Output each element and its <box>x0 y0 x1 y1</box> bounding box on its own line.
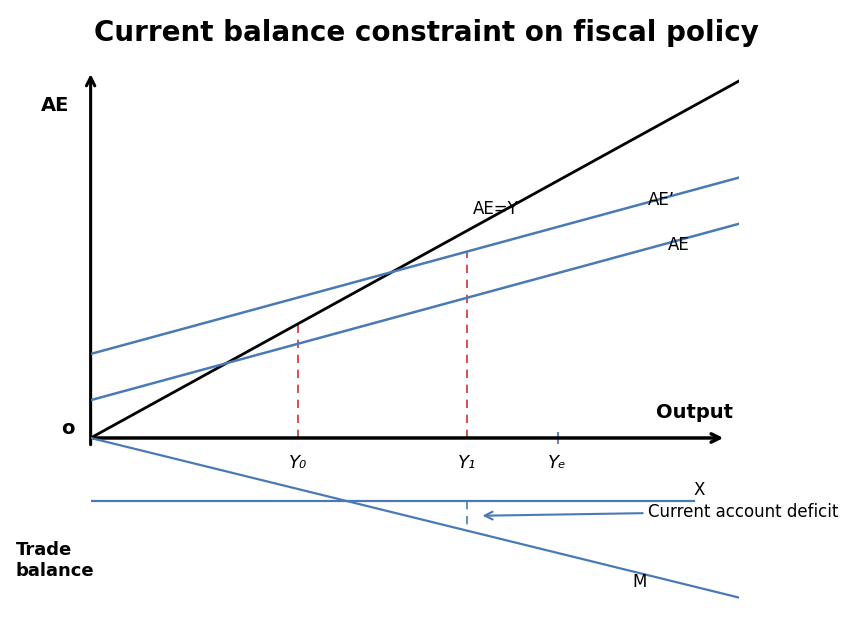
Text: Trade
balance: Trade balance <box>15 541 95 580</box>
Text: AE=Y: AE=Y <box>473 200 519 218</box>
Text: X: X <box>694 481 705 499</box>
Text: Current balance constraint on fiscal policy: Current balance constraint on fiscal pol… <box>94 19 758 48</box>
Text: AE: AE <box>668 236 689 254</box>
Text: AE: AE <box>41 96 69 115</box>
Text: Y₁: Y₁ <box>458 454 476 472</box>
Text: Yₑ: Yₑ <box>548 454 567 472</box>
Text: AE’: AE’ <box>648 191 676 209</box>
Text: M: M <box>632 573 647 591</box>
Text: Current account deficit: Current account deficit <box>485 503 838 521</box>
Text: o: o <box>61 419 75 438</box>
Text: Y₀: Y₀ <box>289 454 308 472</box>
Text: Output: Output <box>655 403 733 422</box>
